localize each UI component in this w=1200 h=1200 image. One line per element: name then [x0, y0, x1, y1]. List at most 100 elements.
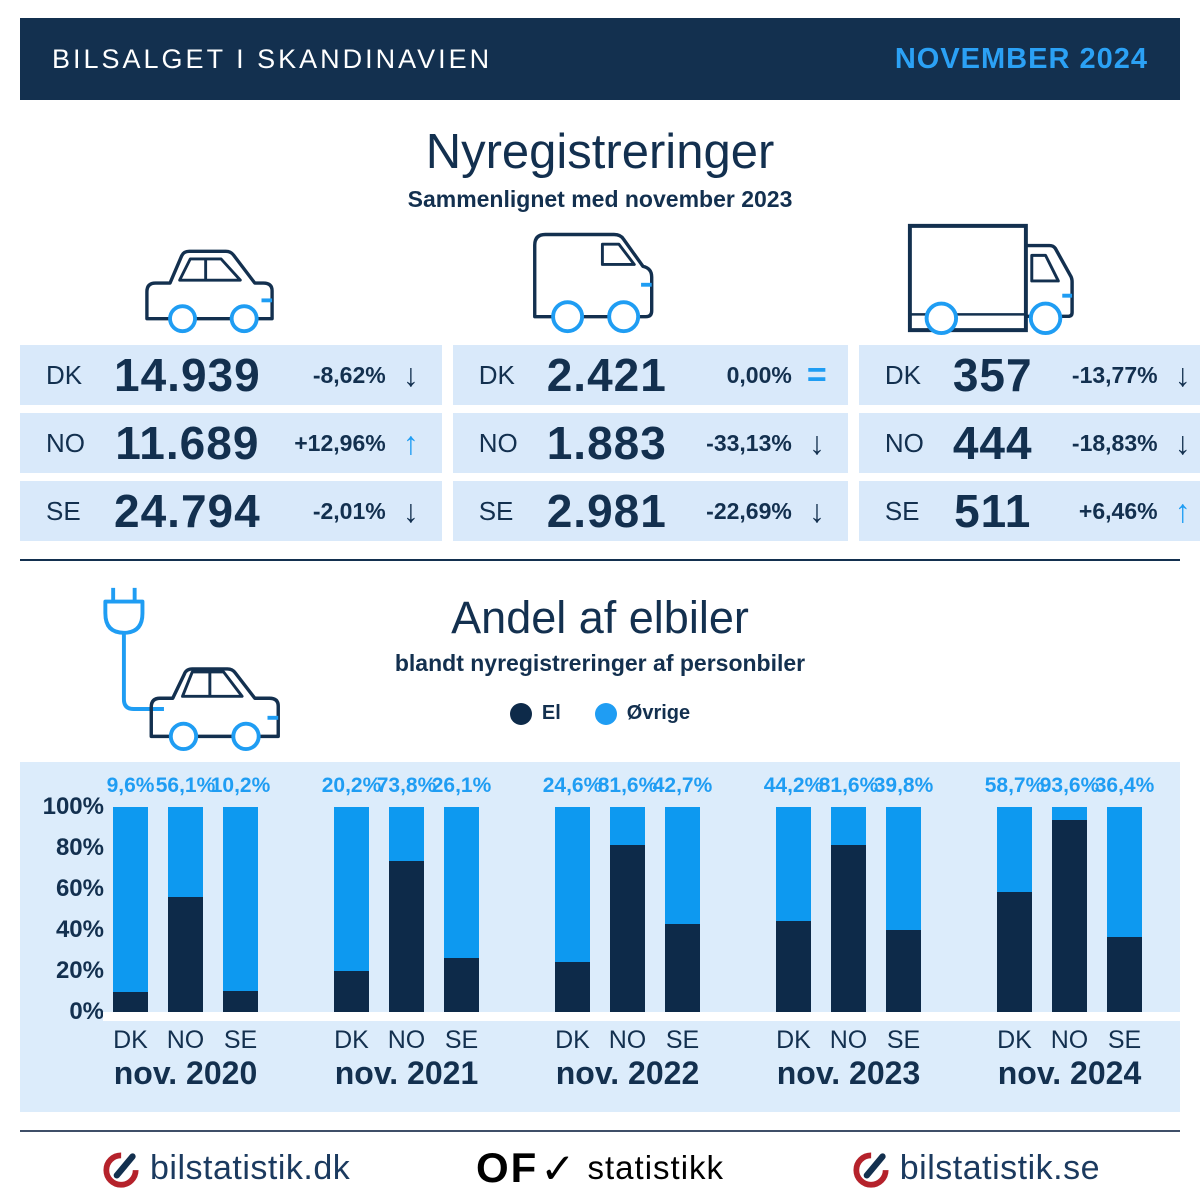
bar-segment-ovrige [776, 807, 811, 922]
bar-segment-ovrige [1107, 807, 1142, 938]
ev-car-plug-icon [78, 582, 288, 753]
group-year-label: nov. 2023 [776, 1055, 921, 1091]
truck-table: DK 357 -13,77% ↓ NO 444 -18,83% ↓ SE 511 +6,46% ↑ [858, 345, 1200, 541]
legend-item: Øvrige [594, 702, 691, 725]
van-icon [533, 232, 654, 334]
legend-label: Øvrige [626, 702, 691, 724]
country-axis-label: NO [166, 1026, 205, 1054]
country-label: SE [46, 495, 81, 526]
stat-row: SE 511 +6,46% ↑ [858, 481, 1200, 541]
bar-segment-ovrige [223, 807, 258, 992]
bilstatistik-se-label: bilstatistik.se [899, 1148, 1100, 1187]
country-axis-label: DK [997, 1026, 1032, 1054]
stat-row: DK 357 -13,77% ↓ [858, 345, 1200, 405]
trend-down-icon: ↓ [808, 425, 825, 461]
registration-tables: DK 14.939 -8,62% ↓ NO 11.689 +12,96% ↑ SE 24.794 -… [20, 345, 1200, 541]
bar-segment-el [665, 924, 700, 1012]
section-title-nyregistreringer: Nyregistreringer [425, 125, 775, 179]
legend-dot [509, 702, 532, 725]
stacked-bar-dk-nov-2021 [334, 807, 369, 1012]
legend-item: El [509, 702, 561, 725]
change-percent: -33,13% [706, 429, 792, 456]
ofv-wordmark: OF [475, 1144, 539, 1191]
y-axis-tick-label: 60% [55, 875, 104, 902]
header-bar: BILSALGET I SKANDINAVIEN NOVEMBER 2024 [20, 18, 1180, 100]
bar-segment-el [444, 958, 479, 1012]
section-divider [20, 559, 1180, 561]
trend-equal-icon: = [806, 356, 827, 394]
stat-row: SE 2.981 -22,69% ↓ [452, 481, 848, 541]
y-axis-tick-label: 20% [55, 957, 104, 984]
change-percent: -13,77% [1071, 361, 1158, 388]
country-axis-label: SE [886, 1026, 921, 1054]
country-axis-label: NO [608, 1026, 647, 1054]
country-axis-label: DK [334, 1026, 369, 1054]
van-table: DK 2.421 0,00% = NO 1.883 -33,13% ↓ SE 2.981 -22,6… [452, 345, 848, 541]
el-share-value-label: 42,7% [652, 774, 713, 797]
country-label: SE [478, 495, 514, 526]
car-table: DK 14.939 -8,62% ↓ NO 11.689 +12,96% ↑ SE 24.794 -… [20, 345, 442, 541]
registration-count: 357 [952, 349, 1033, 401]
footer: bilstatistik.dk OF ✓ statistikk bilstati… [20, 1138, 1180, 1198]
bilstatistik-dk-logo: bilstatistik.dk [100, 1146, 350, 1190]
stacked-bar-no-nov-2021 [389, 807, 424, 1012]
trend-down-icon: ↓ [808, 493, 825, 529]
bar-segment-el [334, 970, 369, 1012]
el-share-value-label: 93,6% [1039, 774, 1100, 797]
bar-segment-el [610, 844, 645, 1012]
check-icon: ✓ [540, 1144, 576, 1192]
trend-up-icon: ↑ [1174, 493, 1191, 529]
registration-count: 511 [954, 485, 1032, 537]
country-label: SE [884, 495, 920, 526]
stacked-bar-no-nov-2022 [610, 807, 645, 1012]
stacked-bar-no-nov-2020 [168, 807, 203, 1012]
statistikk-label: statistikk [587, 1149, 725, 1186]
country-label: DK [46, 359, 83, 390]
el-share-value-label: 39,8% [873, 774, 934, 797]
el-share-value-label: 9,6% [106, 774, 155, 797]
stacked-bar-no-nov-2024 [1052, 807, 1087, 1012]
bar-segment-ovrige [168, 807, 203, 897]
bar-segment-ovrige [1052, 807, 1087, 821]
change-percent: +12,96% [294, 429, 386, 456]
bar-segment-el [776, 921, 811, 1012]
bar-segment-el [223, 991, 258, 1012]
car-icon [145, 249, 274, 334]
truck-icon [907, 223, 1074, 336]
stacked-bar-dk-nov-2022 [555, 807, 590, 1012]
el-share-value-label: 56,1% [155, 774, 216, 797]
el-share-value-label: 58,7% [984, 774, 1045, 797]
legend-label: El [541, 702, 561, 724]
stat-row: SE 24.794 -2,01% ↓ [20, 481, 442, 541]
bar-segment-el [389, 860, 424, 1012]
gauge-icon [853, 1152, 889, 1188]
ev-share-chart: 100% 80% 60% 40% 20% 0% 9,6% DK 56,1% NO 10,2% SE no… [20, 762, 1180, 1112]
change-percent: 0,00% [726, 361, 792, 388]
bar-segment-el [113, 992, 148, 1012]
section-subtitle-nyregistreringer: Sammenlignet med november 2023 [407, 186, 793, 212]
y-axis-tick-label: 80% [55, 834, 104, 861]
registration-count: 2.981 [546, 485, 667, 537]
stat-row: NO 444 -18,83% ↓ [858, 413, 1200, 473]
bilstatistik-dk-label: bilstatistik.dk [150, 1148, 351, 1187]
bar-segment-el [1107, 937, 1142, 1012]
bar-segment-ovrige [334, 807, 369, 971]
el-share-value-label: 10,2% [210, 774, 271, 797]
country-label: NO [884, 427, 924, 458]
footer-divider [20, 1130, 1180, 1132]
country-axis-label: SE [223, 1026, 258, 1054]
section-subtitle-elbiler: blandt nyregistreringer af personbiler [394, 650, 806, 676]
bar-segment-ovrige [831, 807, 866, 845]
group-year-label: nov. 2024 [997, 1055, 1142, 1091]
group-year-label: nov. 2022 [555, 1055, 700, 1091]
el-share-value-label: 81,6% [818, 774, 879, 797]
y-axis-tick-label: 40% [55, 916, 104, 943]
group-year-label: nov. 2021 [334, 1055, 479, 1091]
bar-segment-el [886, 930, 921, 1012]
el-share-value-label: 24,6% [542, 774, 603, 797]
gauge-icon [103, 1152, 139, 1188]
bar-segment-ovrige [610, 807, 645, 845]
registration-count: 1.883 [546, 417, 667, 469]
report-period: NOVEMBER 2024 [894, 42, 1148, 75]
